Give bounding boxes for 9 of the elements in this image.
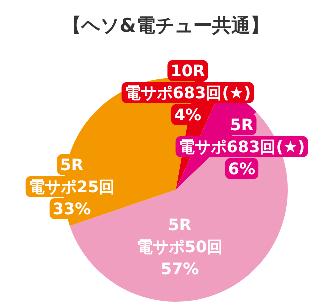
slice-label: 10R 電サポ683回(★) <box>124 61 252 102</box>
slice-label: 5R 電サポ25回 33% <box>26 154 118 220</box>
slice-label: 5R 電サポ25回 <box>28 155 116 196</box>
slice-label: 5R 電サポ50回 57% <box>134 214 226 280</box>
chart-title: 【ヘソ&電チュー共通】 <box>62 15 270 37</box>
data-label: 6% <box>228 159 256 178</box>
data-label: 57% <box>160 259 200 278</box>
data-label: 33% <box>52 199 92 218</box>
slice-label: 5R 電サポ50回 <box>136 215 224 256</box>
